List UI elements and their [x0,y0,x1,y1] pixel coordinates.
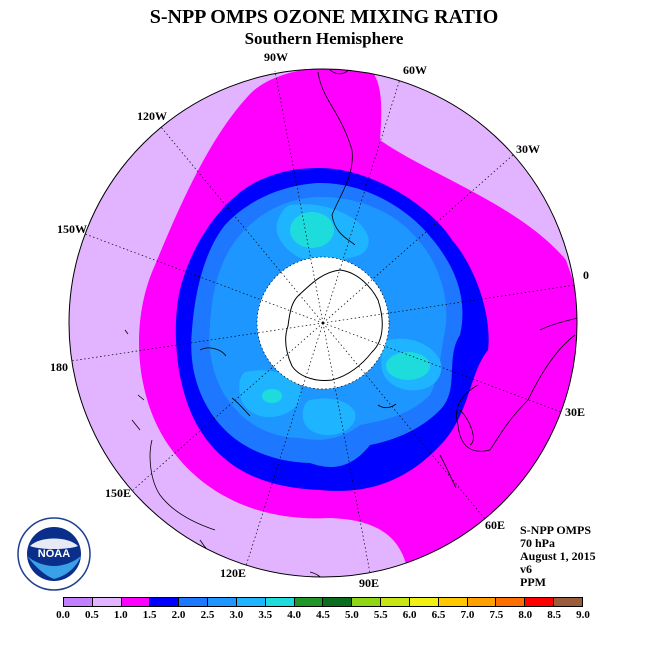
color-scale-segment [381,598,410,606]
lon-label-0: 0 [583,268,589,282]
color-scale-tick-label: 8.5 [547,609,561,621]
lon-label-150w: 150W [57,222,87,236]
lon-label-60e: 60E [485,518,506,532]
chart-title: S-NPP OMPS OZONE MIXING RATIO [149,6,499,28]
lon-label-120e: 120E [220,566,247,580]
color-scale-segment [179,598,209,606]
info-date: August 1, 2015 [520,549,596,563]
graticule-parallels [256,256,390,390]
color-scale-segment [352,598,382,606]
color-scale-segment [409,598,439,606]
color-scale-segment [525,598,555,606]
lon-label-90w: 90W [264,50,288,64]
color-scale-tick-label: 3.0 [229,609,244,621]
color-scale-tick-label: 9.0 [576,609,590,621]
color-scale-tick-label: 6.5 [431,609,446,621]
color-scale-tick-label: 6.0 [402,609,417,621]
color-scale-segment [121,598,151,606]
color-scale-tick-label: 2.0 [171,609,186,621]
lon-label-180: 180 [50,360,68,374]
color-scale-tick-label: 2.5 [200,609,215,621]
chart-subtitle: Southern Hemisphere [244,29,404,48]
contour-3-5-a [290,212,334,248]
color-scale-tick-label: 8.0 [518,609,533,621]
lon-label-150e: 150E [105,486,132,500]
lon-label-120w: 120W [137,109,167,123]
color-scale-tick-label: 4.5 [316,609,330,621]
color-scale-segment [92,598,122,606]
color-scale-segment [438,598,468,606]
info-version: v6 [520,562,532,576]
color-scale-segment [467,598,497,606]
color-scale-segment [64,598,93,606]
color-scale-tick-label: 3.5 [258,609,273,621]
contour-3-5-b [386,352,430,380]
color-scale-segment [236,598,266,606]
color-scale-segment [323,598,353,606]
info-pressure: 70 hPa [520,536,556,550]
color-scale-tick-label: 7.5 [489,609,504,621]
color-scale-tick-label: 5.5 [373,609,388,621]
color-scale-segment [496,598,526,606]
color-scale-segment [208,598,237,606]
color-scale-tick-label: 0.0 [56,609,70,621]
info-block: S-NPP OMPS 70 hPa August 1, 2015 v6 PPM [520,524,596,589]
lon-label-30e: 30E [565,405,586,419]
map-border [68,68,578,578]
pole-marker [321,321,325,325]
color-scale-tick-label: 1.0 [113,609,128,621]
color-scale-segment [554,598,582,606]
info-satellite: S-NPP OMPS [520,523,591,537]
color-scale-tick-label: 1.5 [142,609,157,621]
color-scale-segment [294,598,324,606]
lon-label-30w: 30W [516,142,540,156]
info-units: PPM [520,575,546,589]
graticule-meridians [70,70,576,574]
noaa-logo-icon: NOAA [17,517,91,591]
color-scale-bar [63,597,583,607]
lon-label-90e: 90E [359,576,380,590]
color-scale-ticks: 0.0 0.5 1.0 1.5 2.0 2.5 3.0 3.5 4.0 4.5 5.0 5.5 6.0 6… [0,609,648,623]
color-scale-segment [265,598,295,606]
lon-label-60w: 60W [403,63,427,77]
noaa-logo-text: NOAA [38,548,70,560]
color-scale-segment [150,598,180,606]
color-scale-tick-label: 0.5 [85,609,99,621]
color-scale-tick-label: 4.0 [287,609,301,621]
antarctica-coastline [285,269,383,381]
contour-3-5-c [262,389,282,403]
color-scale-tick-label: 7.0 [460,609,475,621]
color-scale-tick-label: 5.0 [345,609,359,621]
